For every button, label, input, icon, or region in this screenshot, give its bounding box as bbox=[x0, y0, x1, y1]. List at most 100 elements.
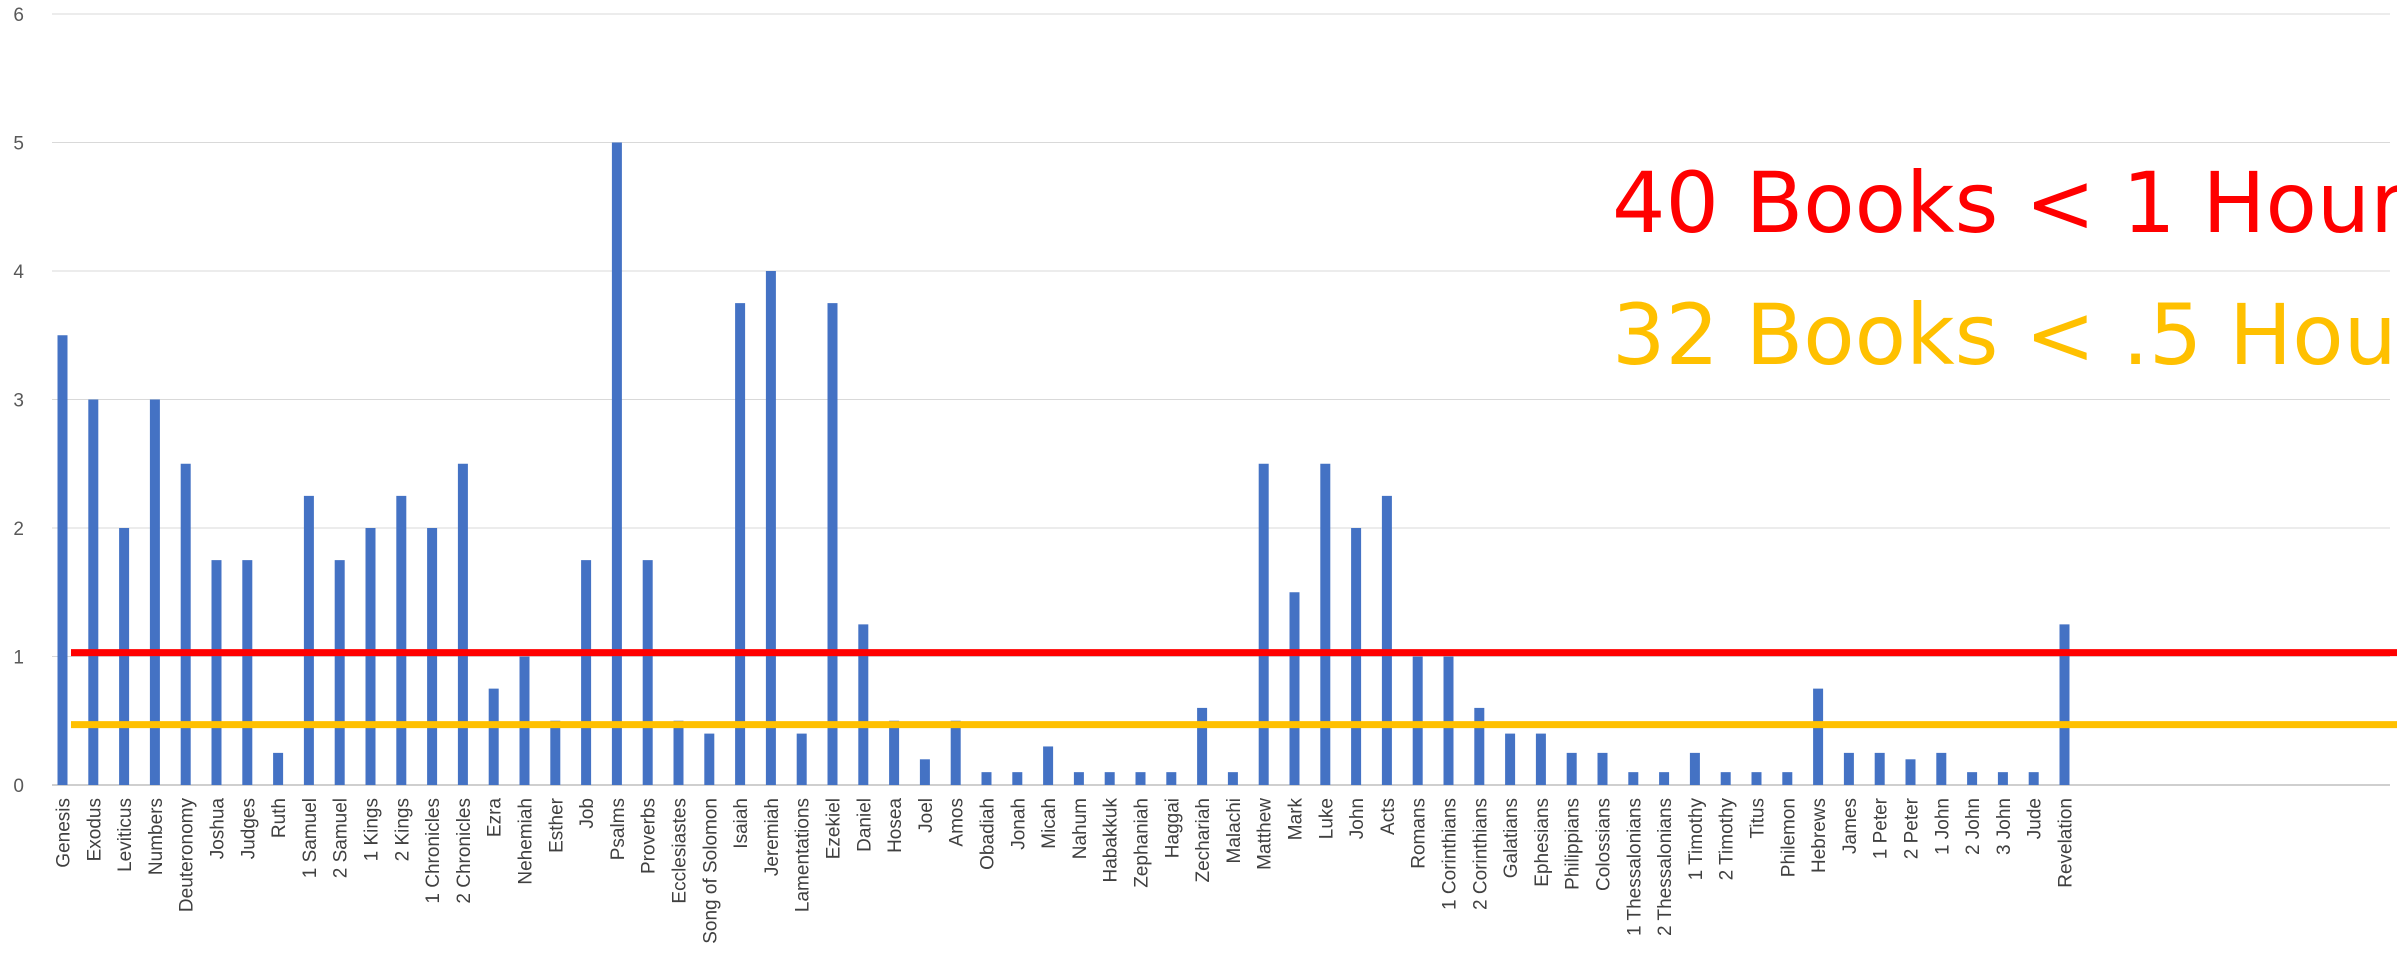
category-label-40: Mark bbox=[1286, 798, 1307, 841]
bar-21 bbox=[704, 733, 715, 785]
category-label-61: 1 John bbox=[1932, 798, 1953, 855]
category-label-41: Luke bbox=[1316, 798, 1337, 839]
bar-42 bbox=[1351, 528, 1362, 785]
bar-49 bbox=[1566, 752, 1577, 785]
category-label-29: Amos bbox=[947, 798, 968, 847]
bar-26 bbox=[858, 624, 869, 785]
bar-61 bbox=[1936, 752, 1947, 785]
category-label-8: 1 Samuel bbox=[300, 798, 321, 878]
category-label-1: Exodus bbox=[84, 798, 105, 861]
category-label-26: Daniel bbox=[854, 798, 875, 852]
bar-48 bbox=[1535, 733, 1546, 785]
bar-65 bbox=[2059, 624, 2070, 785]
category-label-32: Micah bbox=[1039, 798, 1060, 849]
category-label-19: Proverbs bbox=[639, 798, 660, 874]
category-label-60: 2 Peter bbox=[1902, 797, 1923, 859]
bar-3 bbox=[149, 399, 160, 785]
category-label-33: Nahum bbox=[1070, 798, 1091, 859]
bar-30 bbox=[981, 772, 992, 785]
bar-32 bbox=[1043, 746, 1054, 785]
bar-9 bbox=[334, 560, 345, 785]
bar-46 bbox=[1474, 707, 1485, 785]
category-label-44: Romans bbox=[1409, 798, 1430, 869]
bar-29 bbox=[950, 720, 961, 785]
bar-25 bbox=[827, 303, 838, 785]
category-label-54: 2 Timothy bbox=[1717, 798, 1738, 881]
category-label-5: Joshua bbox=[208, 798, 229, 860]
bar-45 bbox=[1443, 656, 1454, 785]
bar-54 bbox=[1720, 772, 1731, 785]
category-label-23: Jeremiah bbox=[762, 798, 783, 876]
category-label-10: 1 Kings bbox=[362, 798, 383, 861]
bar-50 bbox=[1597, 752, 1608, 785]
bar-6 bbox=[242, 560, 253, 785]
bar-2 bbox=[119, 528, 130, 785]
category-label-16: Esther bbox=[546, 797, 567, 853]
category-label-52: 2 Thessalonians bbox=[1655, 798, 1676, 936]
bar-31 bbox=[1012, 772, 1023, 785]
x-axis-category-labels: Genesis Exodus Leviticus Numbers Deuteronomy… bbox=[54, 797, 2077, 943]
bar-60 bbox=[1905, 759, 1916, 785]
category-label-24: Lamentations bbox=[793, 798, 814, 912]
y-tick-label-5: 5 bbox=[13, 134, 24, 155]
category-label-58: James bbox=[1840, 798, 1861, 854]
bar-64 bbox=[2028, 772, 2039, 785]
category-label-64: Jude bbox=[2025, 798, 2046, 839]
category-label-39: Matthew bbox=[1255, 798, 1276, 870]
y-tick-label-6: 6 bbox=[13, 5, 24, 26]
bar-4 bbox=[180, 463, 191, 785]
category-label-4: Deuteronomy bbox=[177, 798, 198, 913]
bar-39 bbox=[1258, 463, 1269, 785]
category-label-30: Obadiah bbox=[978, 798, 999, 870]
bar-10 bbox=[365, 528, 376, 785]
bar-28 bbox=[919, 759, 930, 785]
bar-19 bbox=[642, 560, 653, 785]
bar-41 bbox=[1320, 463, 1331, 785]
category-label-27: Hosea bbox=[885, 798, 906, 853]
category-label-49: Philippians bbox=[1563, 798, 1584, 890]
category-label-51: 1 Thessalonians bbox=[1624, 798, 1645, 936]
category-label-6: Judges bbox=[238, 798, 259, 859]
category-label-3: Numbers bbox=[146, 798, 167, 875]
category-label-12: 1 Chronicles bbox=[423, 798, 444, 904]
annotations: 40 Books < 1 Hour 32 Books < .5 Hour bbox=[1612, 154, 2397, 384]
bar-34 bbox=[1104, 772, 1115, 785]
bar-47 bbox=[1505, 733, 1516, 785]
category-label-38: Malachi bbox=[1224, 798, 1245, 863]
y-tick-label-4: 4 bbox=[13, 262, 24, 283]
category-label-7: Ruth bbox=[269, 798, 290, 838]
bar-20 bbox=[673, 720, 684, 785]
category-label-11: 2 Kings bbox=[392, 798, 413, 861]
category-label-37: Zechariah bbox=[1193, 798, 1214, 883]
category-label-13: 2 Chronicles bbox=[454, 798, 475, 904]
category-label-48: Ephesians bbox=[1532, 798, 1553, 887]
bar-14 bbox=[488, 688, 499, 785]
y-axis-tick-labels: 0 1 2 3 4 5 6 bbox=[13, 5, 24, 797]
category-label-36: Haggai bbox=[1162, 798, 1183, 858]
bar-23 bbox=[765, 271, 776, 785]
y-tick-label-0: 0 bbox=[13, 776, 24, 797]
category-label-17: Job bbox=[577, 798, 598, 829]
category-label-45: 1 Corinthians bbox=[1440, 798, 1461, 910]
bar-57 bbox=[1813, 688, 1824, 785]
category-label-25: Ezekiel bbox=[824, 798, 845, 859]
category-label-21: Song of Solomon bbox=[700, 798, 721, 944]
category-label-34: Habakkuk bbox=[1101, 798, 1122, 883]
bar-37 bbox=[1197, 707, 1208, 785]
category-label-35: Zephaniah bbox=[1132, 798, 1153, 888]
annotation-0: 40 Books < 1 Hour bbox=[1612, 154, 2397, 252]
category-label-31: Jonah bbox=[1008, 798, 1029, 850]
y-tick-label-3: 3 bbox=[13, 391, 24, 412]
bar-11 bbox=[396, 495, 407, 785]
bar-7 bbox=[273, 752, 284, 785]
reference-lines bbox=[71, 649, 2397, 729]
bar-44 bbox=[1412, 656, 1423, 785]
bar-24 bbox=[796, 733, 807, 785]
category-label-42: John bbox=[1347, 798, 1368, 839]
bar-53 bbox=[1689, 752, 1700, 785]
bar-5 bbox=[211, 560, 222, 785]
category-label-65: Revelation bbox=[2056, 798, 2077, 888]
bar-63 bbox=[1997, 772, 2008, 785]
category-label-56: Philemon bbox=[1778, 798, 1799, 877]
